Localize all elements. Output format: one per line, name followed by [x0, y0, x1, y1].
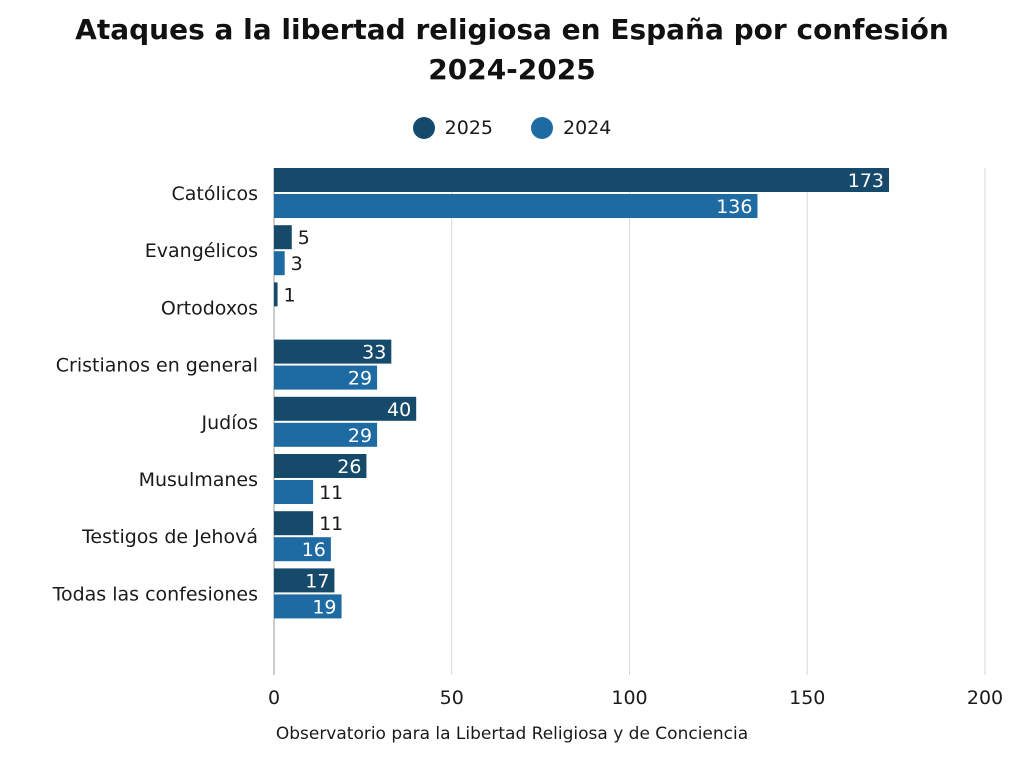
- data-label: 3: [291, 253, 303, 275]
- x-tick-label: 0: [268, 687, 280, 709]
- data-label: 11: [319, 482, 343, 504]
- legend-label-2025: 2025: [444, 117, 493, 139]
- chart-title-main: Ataques a la libertad religiosa en Españ…: [75, 13, 949, 46]
- bar: [274, 594, 342, 619]
- chart-subtitle: 2024-2025: [428, 53, 596, 86]
- legend-label-2024: 2024: [563, 117, 612, 139]
- data-label: 40: [387, 399, 411, 421]
- data-label: 29: [348, 425, 372, 447]
- bar: [274, 251, 285, 276]
- data-label: 136: [716, 196, 752, 218]
- bar: [274, 480, 314, 504]
- x-tick-label: 50: [440, 687, 464, 709]
- bar: [274, 396, 417, 421]
- bar: [274, 194, 758, 218]
- bar: [274, 511, 314, 536]
- category-label: Musulmanes: [139, 469, 258, 491]
- x-tick-label: 150: [789, 687, 825, 709]
- data-label: 17: [305, 570, 329, 592]
- data-label: 11: [319, 513, 343, 535]
- chart-title: Ataques a la libertad religiosa en Españ…: [0, 10, 1024, 90]
- category-label: Todas las confesiones: [52, 583, 258, 605]
- legend-swatch-2024: [531, 117, 553, 139]
- bar: [274, 339, 392, 364]
- x-tick-label: 100: [611, 687, 647, 709]
- bar: [274, 568, 335, 593]
- data-label: 29: [348, 368, 372, 390]
- bar: [274, 454, 367, 478]
- bar: [274, 282, 278, 307]
- bar: [274, 365, 378, 390]
- data-label: 26: [337, 456, 361, 478]
- data-label: 5: [298, 227, 310, 249]
- category-label: Ortodoxos: [161, 297, 258, 319]
- legend-item-2025: 2025: [412, 117, 493, 139]
- source-note: Observatorio para la Libertad Religiosa …: [275, 724, 749, 744]
- data-label: 33: [362, 342, 386, 364]
- legend-item-2024: 2024: [531, 117, 611, 139]
- data-label: 173: [848, 170, 884, 192]
- x-tick-label: 200: [967, 687, 1003, 709]
- category-label: Cristianos en general: [56, 355, 258, 377]
- category-label: Judíos: [200, 412, 258, 434]
- bar: [274, 537, 331, 562]
- category-label: Testigos de Jehová: [81, 526, 258, 548]
- data-label: 16: [302, 539, 326, 561]
- legend: 2025 2024: [0, 117, 1024, 139]
- data-label: 19: [312, 596, 336, 618]
- legend-swatch-2025: [412, 117, 435, 139]
- bar: [274, 422, 378, 447]
- category-label: Evangélicos: [145, 240, 258, 262]
- category-label: Católicos: [171, 183, 258, 205]
- bar: [274, 225, 292, 250]
- data-label: 1: [284, 284, 296, 306]
- bar: [274, 168, 890, 192]
